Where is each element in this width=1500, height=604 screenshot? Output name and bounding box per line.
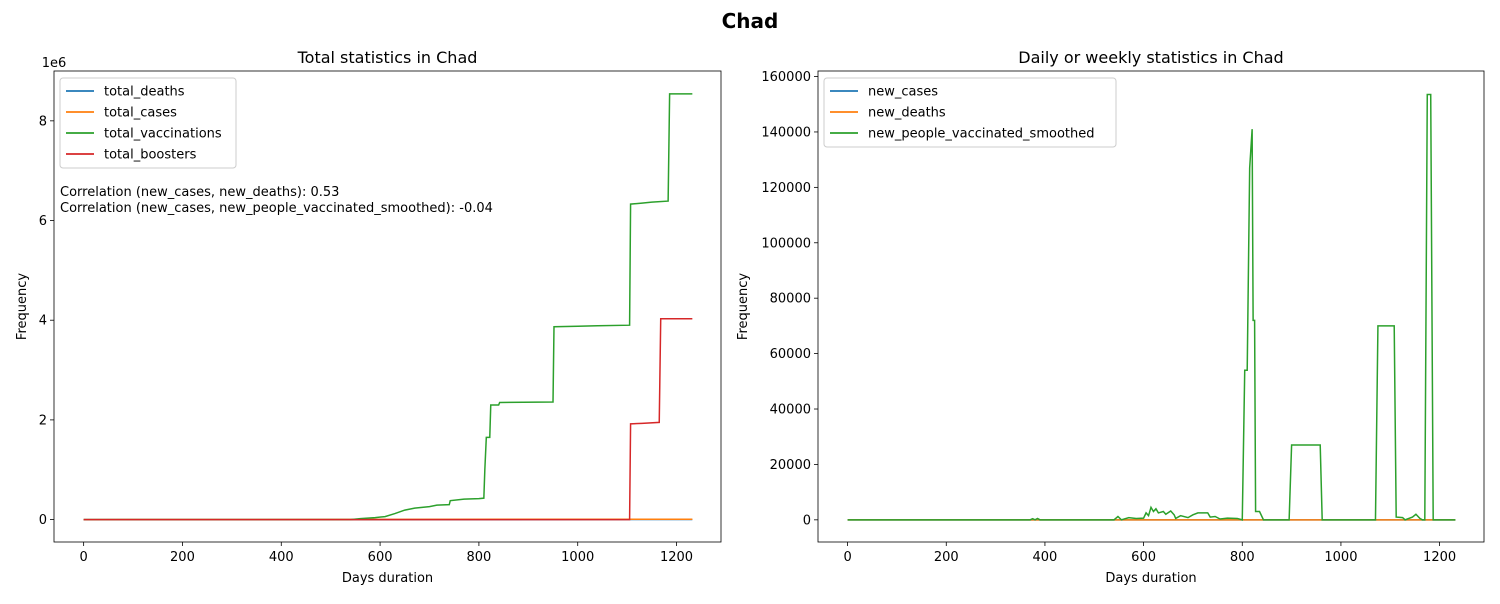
chart2-legend-label: new_cases [868,85,938,100]
chart2-xtick-label: 1200 [1423,550,1456,565]
chart1-xlabel: Days duration [342,571,433,586]
chart2-ylabel: Frequency [736,273,751,340]
chart1-xtick-label: 0 [80,550,88,565]
chart2-legend: new_cases new_deaths new_people_vaccinated… [824,78,1116,147]
chart1-ylabel: Frequency [15,273,30,340]
chart1: Total statistics in Chad 0 200 400 600 800 100… [15,48,721,586]
chart1-offset-label: 1e6 [42,56,67,71]
chart1-annotation: Correlation (new_cases, new_deaths): 0.5… [60,185,339,200]
chart1-ytick-label: 6 [39,214,47,229]
chart1-xtick-label: 200 [170,550,195,565]
chart2-xtick-label: 800 [1230,550,1255,565]
chart2-ytick-label: 140000 [761,125,811,140]
chart2-ytick-label: 20000 [770,458,811,473]
chart1-xtick-label: 600 [368,550,393,565]
chart2-xlabel: Days duration [1105,571,1196,586]
chart2-ytick-label: 0 [803,513,811,528]
chart2-legend-label: new_people_vaccinated_smoothed [868,127,1094,142]
chart1-ytick-label: 4 [39,314,47,329]
chart1-xtick-label: 400 [269,550,294,565]
chart1-series-total-boosters [84,319,693,520]
chart1-annotation: Correlation (new_cases, new_people_vacci… [60,201,493,216]
chart2-ytick-label: 120000 [761,181,811,196]
chart1-legend: total_deaths total_cases total_vaccination… [60,78,236,168]
chart2-xtick-label: 600 [1131,550,1156,565]
chart2-title: Daily or weekly statistics in Chad [1018,48,1283,67]
chart2-ytick-label: 60000 [770,347,811,362]
chart2-ytick-label: 40000 [770,403,811,418]
chart2-xtick-label: 200 [934,550,959,565]
chart1-title: Total statistics in Chad [297,48,478,67]
chart1-xtick-label: 1000 [561,550,594,565]
chart2-xtick-label: 0 [843,550,851,565]
chart1-ytick-label: 2 [39,413,47,428]
figure-suptitle: Chad [722,9,779,33]
chart1-xtick-label: 800 [466,550,491,565]
chart2-xtick-label: 400 [1033,550,1058,565]
chart2-xtick-label: 1000 [1324,550,1357,565]
chart1-ytick-label: 8 [39,114,47,129]
chart1-xtick-label: 1200 [660,550,693,565]
chart1-legend-label: total_vaccinations [104,127,222,142]
chart2-ytick-label: 80000 [770,292,811,307]
chart1-legend-label: total_cases [104,106,177,121]
chart1-ytick-label: 0 [39,513,47,528]
chart2-ytick-label: 160000 [761,70,811,85]
chart2-series-new-people-vaccinated-smoothed [848,95,1456,520]
chart1-legend-label: total_boosters [104,148,197,163]
chart1-legend-label: total_deaths [104,85,185,100]
chart2-legend-label: new_deaths [868,106,946,121]
chart2-ytick-label: 100000 [761,236,811,251]
chart2: Daily or weekly statistics in Chad 0 200 40… [736,48,1484,586]
